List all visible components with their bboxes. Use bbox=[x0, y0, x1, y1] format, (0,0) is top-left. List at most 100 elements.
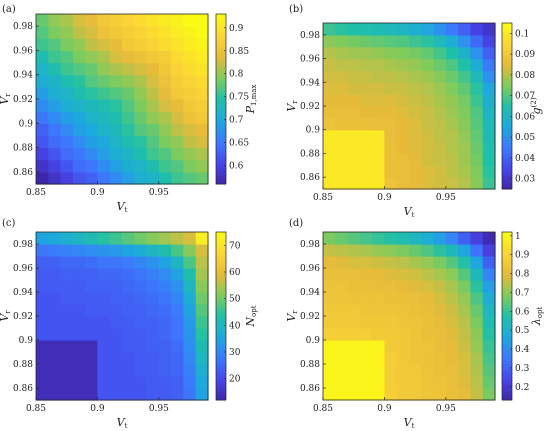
heatmap-cell bbox=[122, 135, 135, 149]
colorbar-segment bbox=[502, 58, 512, 63]
heatmap-cell bbox=[85, 292, 99, 305]
heatmap-cell bbox=[85, 147, 99, 161]
heatmap-cell bbox=[195, 388, 209, 401]
heatmap-cell bbox=[48, 50, 62, 64]
heatmap-cell bbox=[146, 232, 160, 245]
colorbar-segment bbox=[502, 144, 512, 148]
heatmap-cell bbox=[97, 328, 111, 341]
colorbar-segment bbox=[502, 53, 512, 57]
colorbar-segment bbox=[502, 304, 512, 309]
heatmap-cell bbox=[195, 316, 209, 329]
colorbar-segment bbox=[216, 260, 226, 264]
heatmap-cell bbox=[183, 268, 197, 281]
heatmap-cell bbox=[372, 58, 386, 72]
heatmap-cell bbox=[97, 340, 111, 353]
heatmap-cell bbox=[171, 171, 185, 185]
colorbar-segment bbox=[216, 33, 226, 38]
heatmap-cell bbox=[409, 280, 422, 293]
colorbar-tick-label: 0.06 bbox=[515, 112, 535, 122]
heatmap-cell bbox=[445, 268, 459, 281]
heatmap-cell bbox=[60, 135, 74, 149]
heatmap-cell bbox=[109, 123, 123, 137]
heatmap-cell bbox=[183, 388, 197, 401]
colorbar-segment bbox=[216, 302, 226, 306]
heatmap-cell bbox=[195, 232, 209, 245]
heatmap-cell bbox=[359, 376, 373, 389]
heatmap-cell bbox=[482, 117, 496, 131]
heatmap-cell bbox=[97, 38, 111, 52]
heatmap-cell bbox=[122, 171, 135, 185]
heatmap-cell bbox=[48, 376, 62, 389]
heatmap-cell bbox=[85, 171, 99, 185]
heatmap-cell bbox=[109, 99, 123, 112]
heatmap-cell bbox=[384, 256, 398, 269]
heatmap-cell bbox=[347, 364, 361, 377]
colorbar-segment bbox=[216, 14, 226, 18]
colorbar-tick-label: 70 bbox=[229, 241, 241, 251]
heatmap-cell bbox=[171, 86, 185, 100]
colorbar-segment bbox=[216, 121, 226, 125]
heatmap-cell bbox=[433, 82, 447, 95]
heatmap-cell bbox=[421, 364, 435, 377]
heatmap-cell bbox=[183, 38, 197, 52]
colorbar-segment bbox=[216, 304, 226, 309]
heatmap-cell bbox=[158, 256, 172, 269]
heatmap-cell bbox=[146, 352, 160, 365]
heatmap-cell bbox=[445, 316, 459, 329]
heatmap-cell bbox=[409, 364, 422, 377]
colorbar-segment bbox=[502, 25, 512, 30]
heatmap-cell bbox=[72, 123, 86, 137]
heatmap-cell bbox=[359, 70, 373, 83]
heatmap-cell bbox=[48, 159, 62, 173]
colorbar-segment bbox=[216, 276, 226, 281]
heatmap-cell bbox=[359, 388, 373, 401]
heatmap-cell bbox=[458, 340, 472, 353]
heatmap-cell bbox=[60, 388, 74, 401]
heatmap-cell bbox=[470, 316, 484, 329]
heatmap-cell bbox=[458, 70, 472, 83]
heatmap-cell bbox=[97, 304, 111, 317]
heatmap-cell bbox=[396, 376, 410, 389]
heatmap-cell bbox=[347, 106, 361, 119]
heatmap-cell bbox=[171, 364, 185, 377]
heatmap-cell bbox=[323, 23, 336, 36]
heatmap-cell bbox=[470, 70, 484, 83]
colorbar-segment bbox=[502, 391, 512, 395]
heatmap-cell bbox=[36, 388, 49, 401]
heatmap-cell bbox=[335, 364, 349, 377]
colorbar-tick-label: 0.3 bbox=[515, 364, 530, 374]
heatmap-cell bbox=[359, 304, 373, 317]
heatmap-cell bbox=[72, 388, 86, 401]
heatmap-cell bbox=[85, 111, 99, 124]
colorbar-segment bbox=[502, 265, 512, 269]
heatmap-cell bbox=[409, 129, 422, 143]
heatmap-cell bbox=[421, 352, 435, 365]
colorbar-segment bbox=[502, 324, 512, 328]
heatmap-cell bbox=[36, 364, 49, 377]
heatmap-cell bbox=[122, 256, 135, 269]
heatmap-cell bbox=[48, 232, 62, 245]
heatmap-cell bbox=[421, 304, 435, 317]
colorbar-segment bbox=[216, 138, 226, 142]
heatmap-cell bbox=[171, 352, 185, 365]
heatmap-cell bbox=[396, 141, 410, 155]
panel-label: (b) bbox=[289, 4, 303, 15]
heatmap-cell bbox=[335, 280, 349, 293]
heatmap-cell bbox=[323, 141, 336, 155]
heatmap-cell bbox=[97, 292, 111, 305]
colorbar-segment bbox=[502, 28, 512, 32]
colorbar-segment bbox=[502, 234, 512, 239]
heatmap-cell bbox=[445, 23, 459, 36]
y-tick-label: 0.92 bbox=[300, 102, 320, 112]
heatmap-cell bbox=[470, 106, 484, 119]
colorbar-segment bbox=[216, 45, 226, 49]
heatmap-cell bbox=[347, 117, 361, 131]
heatmap-cell bbox=[458, 256, 472, 269]
heatmap-cell bbox=[122, 340, 135, 353]
colorbar-segment bbox=[216, 374, 226, 379]
colorbar-segment bbox=[502, 372, 512, 376]
colorbar-segment bbox=[502, 341, 512, 345]
heatmap-cell bbox=[396, 58, 410, 72]
heatmap-cell bbox=[158, 352, 172, 365]
y-tick-label: 0.92 bbox=[13, 312, 33, 322]
